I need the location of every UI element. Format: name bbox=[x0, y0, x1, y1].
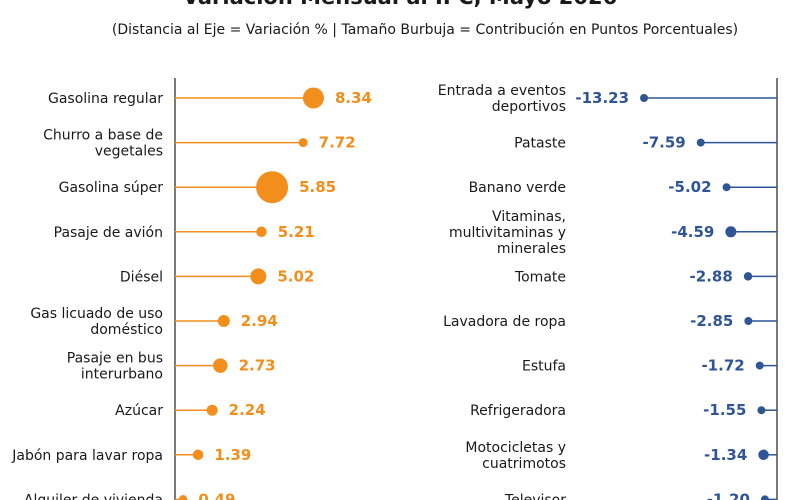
increase-bubble bbox=[206, 404, 218, 416]
decrease-bubble bbox=[743, 272, 753, 281]
increase-value-label: 1.39 bbox=[214, 446, 251, 464]
decrease-value-label: -7.59 bbox=[642, 134, 685, 152]
decrease-bubble bbox=[755, 361, 764, 370]
decrease-value-label: -1.20 bbox=[707, 490, 750, 500]
chart-subtitle: (Distancia al Eje = Variación % | Tamaño… bbox=[111, 22, 739, 38]
decrease-category-label: Refrigeradora bbox=[470, 403, 566, 419]
increase-bubble bbox=[298, 138, 308, 148]
increase-value-label: 2.24 bbox=[229, 401, 266, 419]
increase-category-label: Gas licuado de uso bbox=[30, 306, 163, 322]
increase-value-label: 5.85 bbox=[299, 178, 336, 196]
decrease-category-label: minerales bbox=[497, 241, 566, 257]
decrease-bubble bbox=[758, 449, 769, 461]
decrease-value-label: -1.34 bbox=[704, 446, 747, 464]
decrease-value-label: -1.72 bbox=[701, 357, 744, 375]
increase-category-label: Jabón para lavar ropa bbox=[11, 448, 163, 464]
increase-category-label: Gasolina regular bbox=[48, 91, 163, 107]
increase-bubble bbox=[256, 171, 289, 204]
decrease-category-label: Entrada a eventos bbox=[438, 83, 566, 99]
increase-bubble bbox=[250, 268, 267, 285]
increase-category-label: Pasaje de avión bbox=[54, 225, 163, 241]
increase-category-label: Alquiler de vivienda bbox=[24, 492, 163, 500]
increase-bubble bbox=[217, 315, 230, 327]
increase-bubble bbox=[302, 87, 324, 109]
increase-category-label: Churro a base de bbox=[43, 128, 163, 144]
decrease-value-label: -2.85 bbox=[690, 312, 733, 330]
increase-bubble bbox=[192, 449, 204, 461]
increase-bubble bbox=[178, 495, 188, 500]
increase-bubble bbox=[256, 226, 267, 238]
decrease-bubble bbox=[744, 317, 753, 325]
decrease-bubble bbox=[757, 406, 766, 415]
decrease-bubble bbox=[696, 138, 705, 147]
increase-category-label: Gasolina súper bbox=[59, 180, 164, 196]
decrease-category-label: Tomate bbox=[514, 269, 566, 285]
increase-category-label: Azúcar bbox=[115, 403, 163, 419]
increase-category-label: doméstico bbox=[90, 322, 163, 338]
increase-category-label: interurbano bbox=[81, 367, 163, 383]
increase-value-label: 8.34 bbox=[335, 89, 372, 107]
chart-title: Variación Mensual al IPC, Mayo 2026 bbox=[0, 0, 800, 9]
increase-category-label: Pasaje en bus bbox=[67, 351, 163, 367]
decrease-bubble bbox=[640, 94, 649, 102]
increase-bubble bbox=[213, 358, 228, 373]
decrease-category-label: Banano verde bbox=[469, 180, 566, 196]
decrease-category-label: multivitaminas y bbox=[449, 225, 566, 241]
increase-value-label: 5.02 bbox=[277, 267, 314, 285]
decrease-value-label: -4.59 bbox=[671, 223, 714, 241]
increase-category-label: vegetales bbox=[95, 144, 163, 160]
decrease-value-label: -5.02 bbox=[668, 178, 711, 196]
decrease-bubble bbox=[722, 183, 731, 192]
decrease-value-label: -2.88 bbox=[690, 267, 733, 285]
decrease-category-label: cuatrimotos bbox=[482, 456, 566, 472]
decrease-value-label: -1.55 bbox=[703, 401, 746, 419]
increase-value-label: 5.21 bbox=[278, 223, 315, 241]
decrease-category-label: Motocicletas y bbox=[465, 440, 566, 456]
decrease-category-label: Pataste bbox=[514, 136, 566, 152]
decrease-category-label: Vitaminas, bbox=[492, 209, 566, 225]
increase-value-label: 2.73 bbox=[239, 357, 276, 375]
decrease-category-label: deportivos bbox=[492, 99, 566, 115]
decrease-category-label: Estufa bbox=[522, 359, 566, 375]
decrease-category-label: Televisor bbox=[504, 492, 566, 500]
decrease-value-label: -13.23 bbox=[575, 89, 629, 107]
increase-value-label: 2.94 bbox=[241, 312, 278, 330]
decrease-bubble bbox=[760, 495, 769, 500]
increase-value-label: 0.49 bbox=[198, 490, 235, 500]
increase-value-label: 7.72 bbox=[319, 134, 356, 152]
increase-category-label: Diésel bbox=[120, 269, 163, 285]
decrease-bubble bbox=[725, 226, 737, 238]
decrease-category-label: Lavadora de ropa bbox=[443, 314, 566, 330]
